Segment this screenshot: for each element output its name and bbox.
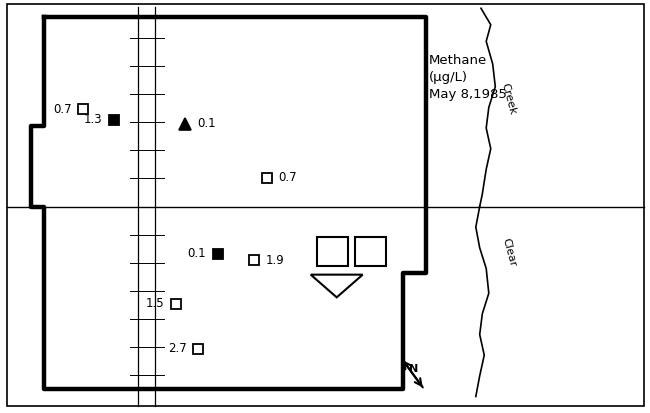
Bar <box>355 237 386 266</box>
Text: 2.7: 2.7 <box>168 342 187 356</box>
Text: 1.5: 1.5 <box>145 297 164 310</box>
Polygon shape <box>311 275 363 297</box>
Text: 0.1: 0.1 <box>197 117 216 131</box>
Bar <box>317 237 348 266</box>
Text: N: N <box>410 364 419 374</box>
Text: 0.7: 0.7 <box>278 171 297 184</box>
Text: 0.7: 0.7 <box>53 103 72 116</box>
Text: 1.9: 1.9 <box>265 254 284 267</box>
Text: Methane
(μg/L)
May 8,1985: Methane (μg/L) May 8,1985 <box>429 54 507 101</box>
Text: Clear: Clear <box>500 237 517 267</box>
Text: Creek: Creek <box>500 82 518 116</box>
Text: 0.1: 0.1 <box>187 247 206 261</box>
Text: 1.3: 1.3 <box>83 113 102 126</box>
